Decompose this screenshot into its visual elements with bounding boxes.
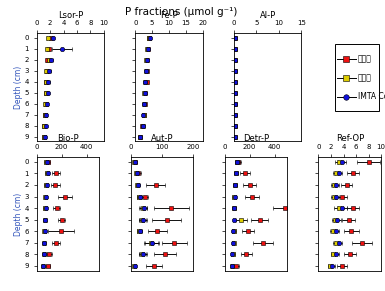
Title: Al-P: Al-P [259, 11, 276, 20]
Text: 재래식: 재래식 [358, 55, 372, 64]
Title: Aut-P: Aut-P [151, 134, 173, 143]
Text: 대조구: 대조구 [358, 74, 372, 83]
Y-axis label: Depth (cm): Depth (cm) [14, 192, 23, 235]
Text: IMTA Cont.: IMTA Cont. [358, 93, 385, 102]
Title: Lsor-P: Lsor-P [58, 11, 83, 20]
Title: Detr-P: Detr-P [243, 134, 269, 143]
Y-axis label: Depth (cm): Depth (cm) [14, 66, 23, 109]
Text: P fractions (μmol g⁻¹): P fractions (μmol g⁻¹) [125, 7, 237, 17]
Title: Bio-P: Bio-P [57, 134, 79, 143]
Bar [335, 44, 379, 111]
Title: Fe-P: Fe-P [160, 11, 178, 20]
Title: Ref-OP: Ref-OP [336, 134, 364, 143]
